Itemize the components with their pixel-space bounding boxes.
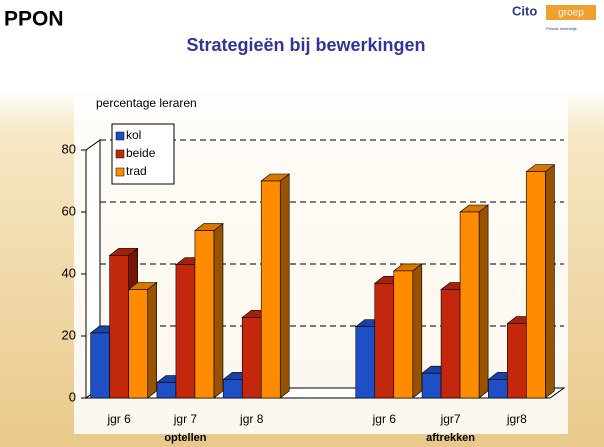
bar-front: [241, 317, 262, 399]
legend-label: trad: [126, 164, 147, 178]
legend-label: kol: [126, 128, 141, 142]
bar-front: [156, 382, 177, 399]
bar-shade: [412, 263, 423, 399]
bar-front: [355, 326, 376, 399]
y-axis-label: percentage leraren: [96, 96, 197, 110]
x-tick-label: jgr 7: [173, 412, 198, 426]
y-tick-label: 40: [62, 265, 76, 280]
bar-front: [421, 372, 442, 399]
bar-shade: [478, 204, 489, 399]
bar-front: [393, 270, 414, 399]
bar-front: [222, 379, 243, 399]
x-tick-label: jgr 6: [372, 412, 397, 426]
x-tick-label: jgr7: [440, 412, 461, 426]
bar-front: [128, 289, 148, 399]
bar-front: [194, 230, 215, 399]
brand: PPON: [4, 8, 64, 31]
bar-front: [459, 211, 480, 399]
bar: [260, 173, 291, 399]
bar: [392, 263, 423, 399]
bar-front: [488, 379, 508, 399]
y-tick-label: 60: [62, 203, 76, 218]
legend-swatch: [115, 167, 125, 177]
x-tick-label: jgr8: [506, 412, 527, 426]
bar: [459, 204, 489, 399]
bar-front: [440, 289, 461, 399]
bar-front: [109, 255, 129, 399]
bar: [194, 222, 224, 399]
logo-box: [546, 5, 596, 20]
bar-shade: [213, 222, 224, 399]
logo-text: Cito: [512, 3, 537, 18]
bar: [525, 164, 556, 399]
logo: Cito groep Primair onderwijs: [512, 3, 596, 31]
bar: [127, 281, 158, 399]
bar-front: [260, 180, 281, 399]
bar-shade: [147, 281, 157, 399]
y-tick-label: 20: [62, 327, 76, 342]
bar-front: [526, 171, 546, 399]
bar-front: [175, 264, 196, 399]
group-label: aftrekken: [426, 432, 475, 444]
logo-tag: groep: [558, 8, 584, 19]
legend-swatch: [115, 131, 125, 141]
logo-sub: Primair onderwijs: [546, 26, 577, 31]
x-tick-label: jgr 6: [106, 412, 131, 426]
bar-front: [374, 282, 395, 399]
legend-swatch: [115, 149, 125, 159]
bar-front: [90, 332, 110, 399]
bar-front: [507, 323, 527, 399]
y-tick-label: 80: [62, 141, 76, 156]
x-tick-label: jgr 8: [239, 412, 264, 426]
group-label: optellen: [164, 432, 206, 444]
bar-shade: [279, 173, 290, 399]
legend-label: beide: [126, 146, 156, 160]
y-tick-label: 0: [69, 389, 76, 404]
chart-title: Strategieën bij bewerkingen: [186, 35, 425, 55]
bar-shade: [545, 164, 555, 399]
